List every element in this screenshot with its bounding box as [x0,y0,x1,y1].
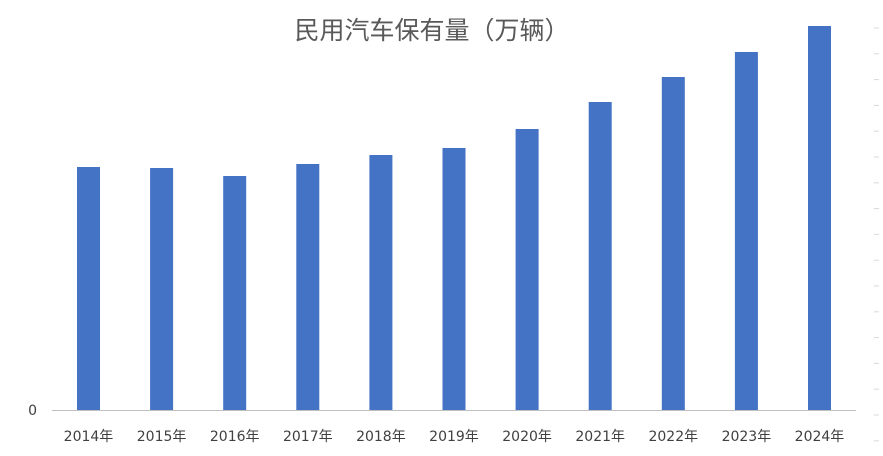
x-tick-label-9: 2023年 [722,429,772,445]
chart-title: 民用汽车保有量（万辆） [294,16,569,45]
bar-5 [442,148,466,410]
bar-0 [77,167,100,410]
bar-8 [661,77,685,410]
y-tick-label-0: 0 [28,403,37,419]
bar-10 [808,26,831,410]
bar-4 [369,155,393,410]
x-tick-label-0: 2014年 [64,429,114,445]
x-tick-label-6: 2020年 [502,429,552,445]
x-tick-label-1: 2015年 [137,429,187,445]
x-tick-label-10: 2024年 [795,429,845,445]
x-tick-label-5: 2019年 [429,429,479,445]
bar-6 [515,129,539,410]
x-tick-label-3: 2017年 [283,429,333,445]
bar-2 [223,176,247,410]
bar-3 [296,164,320,410]
x-tick-label-8: 2022年 [648,429,698,445]
x-tick-label-7: 2021年 [575,429,625,445]
y-tick-labels: 0 [28,403,37,419]
bar-9 [734,52,758,410]
x-tick-label-4: 2018年 [356,429,406,445]
bar-7 [588,102,612,410]
bars-layer [77,26,831,410]
right-axis-ticks [874,27,879,442]
bar-1 [150,168,174,410]
x-tick-label-2: 2016年 [210,429,260,445]
x-tick-labels: 2014年 2015年 2016年 2017年 2018年 2019年 2020年 2021年… [64,429,845,445]
